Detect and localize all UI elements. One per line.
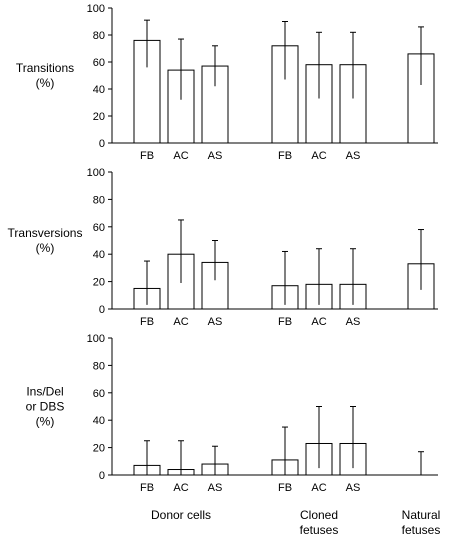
y-tick-label: 60: [93, 57, 105, 69]
category-label: FB: [278, 482, 292, 494]
category-label: AC: [311, 316, 326, 328]
y-tick-label: 80: [93, 360, 105, 372]
category-label: FB: [278, 150, 292, 162]
category-label: AS: [208, 316, 223, 328]
group-label: Cloned: [300, 508, 338, 522]
y-tick-label: 100: [87, 167, 105, 179]
category-label: FB: [140, 482, 154, 494]
y-axis-title: Transitions: [16, 61, 74, 75]
y-tick-label: 20: [93, 443, 105, 455]
group-label: fetuses: [300, 523, 339, 537]
y-tick-label: 80: [93, 30, 105, 42]
y-axis-title: (%): [36, 241, 55, 255]
y-tick-label: 20: [93, 277, 105, 289]
category-label: AC: [173, 482, 188, 494]
y-axis-title: Ins/Del: [26, 385, 63, 399]
category-label: AC: [173, 150, 188, 162]
category-label: FB: [140, 150, 154, 162]
y-tick-label: 100: [87, 333, 105, 345]
category-label: AC: [311, 150, 326, 162]
category-label: AS: [208, 150, 223, 162]
y-axis-title: (%): [36, 76, 55, 90]
y-tick-label: 0: [99, 304, 105, 316]
category-label: AC: [311, 482, 326, 494]
y-tick-label: 80: [93, 194, 105, 206]
chart-panel-2: 0 20 40 60 80 100 Transversions(%) FB AC AS FB AC AS: [8, 167, 438, 328]
category-label: AC: [173, 316, 188, 328]
y-tick-label: 100: [87, 3, 105, 15]
category-label: AS: [346, 482, 361, 494]
group-label: Natural: [402, 508, 441, 522]
y-tick-label: 60: [93, 388, 105, 400]
category-label: FB: [140, 316, 154, 328]
category-label: AS: [208, 482, 223, 494]
y-axis-title: (%): [36, 415, 55, 429]
y-tick-label: 40: [93, 249, 105, 261]
y-tick-label: 0: [99, 470, 105, 482]
y-tick-label: 60: [93, 222, 105, 234]
category-label: FB: [278, 316, 292, 328]
y-tick-label: 20: [93, 111, 105, 123]
category-label: AS: [346, 316, 361, 328]
chart-panel-1: 0 20 40 60 80 100 Transitions(%) FB AC AS FB AC AS: [16, 3, 438, 162]
y-axis-title: or DBS: [26, 400, 65, 414]
group-label: fetuses: [402, 523, 441, 537]
group-label: Donor cells: [151, 508, 211, 522]
y-tick-label: 0: [99, 138, 105, 150]
y-tick-label: 40: [93, 84, 105, 96]
y-axis-title: Transversions: [8, 226, 83, 240]
category-label: AS: [346, 150, 361, 162]
y-tick-label: 40: [93, 415, 105, 427]
